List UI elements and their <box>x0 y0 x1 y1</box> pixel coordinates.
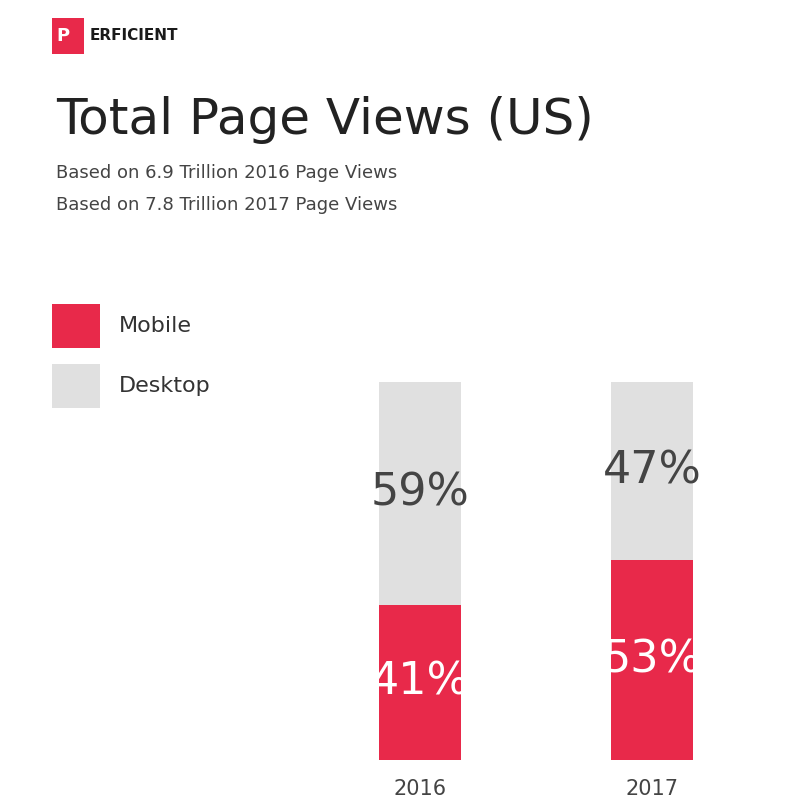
Bar <box>611 382 693 559</box>
Text: 53%: 53% <box>602 638 702 682</box>
Text: Desktop: Desktop <box>118 375 210 395</box>
Bar <box>379 605 461 760</box>
Text: 41%: 41% <box>370 661 470 704</box>
Text: Based on 6.9 Trillion 2016 Page Views: Based on 6.9 Trillion 2016 Page Views <box>56 164 398 182</box>
Text: ERFICIENT: ERFICIENT <box>90 29 178 43</box>
Text: 47%: 47% <box>602 449 702 492</box>
Bar <box>379 382 461 605</box>
Text: 59%: 59% <box>370 472 470 515</box>
Text: Mobile: Mobile <box>118 315 191 336</box>
Text: Total Page Views (US): Total Page Views (US) <box>56 96 594 144</box>
Text: P: P <box>56 27 69 45</box>
Text: Based on 7.8 Trillion 2017 Page Views: Based on 7.8 Trillion 2017 Page Views <box>56 196 398 214</box>
Bar <box>611 559 693 760</box>
